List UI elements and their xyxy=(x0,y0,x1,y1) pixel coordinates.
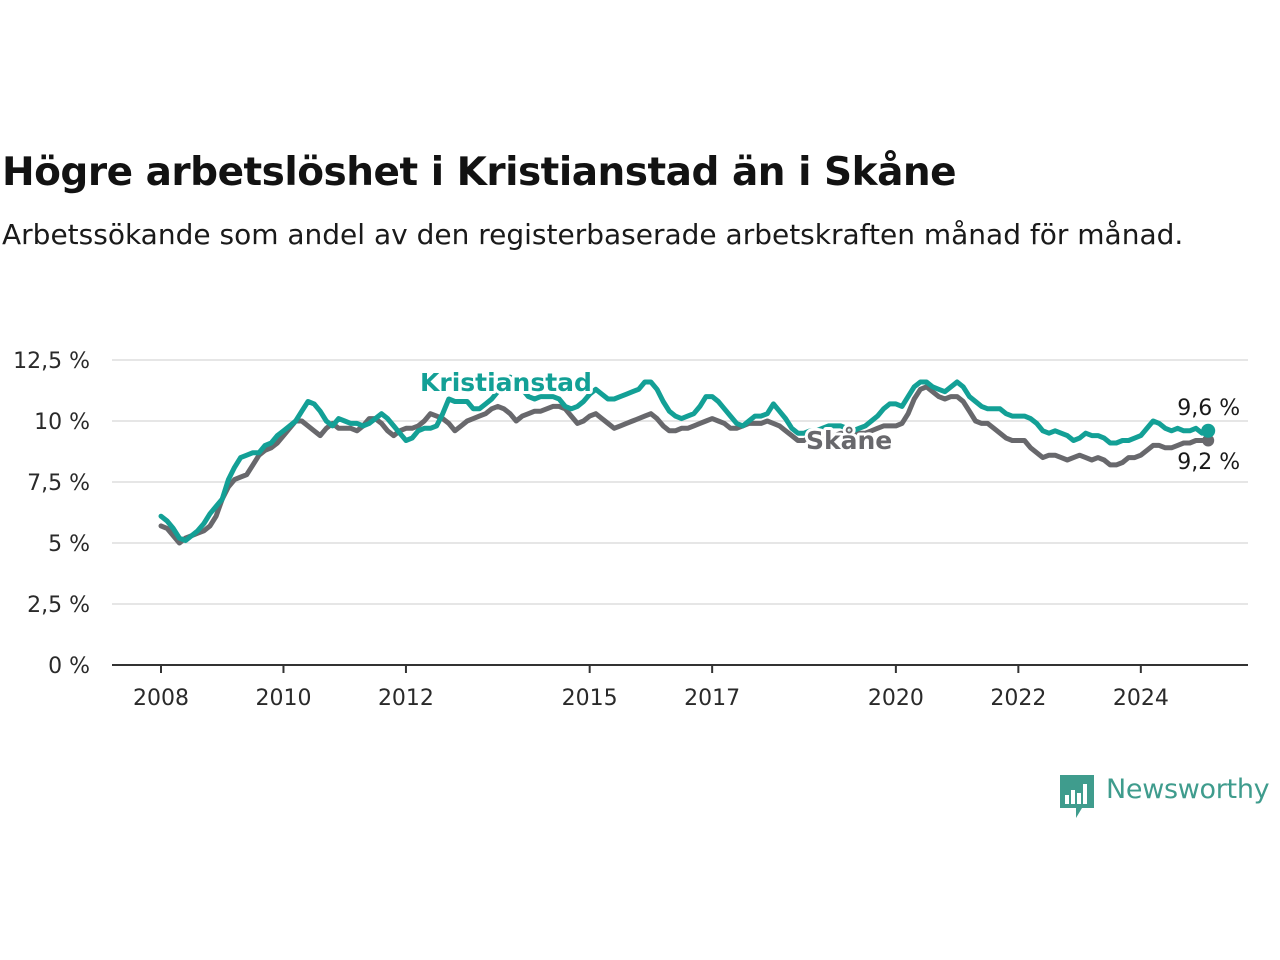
series-label-skane: Skåne xyxy=(806,426,892,455)
series-labels: Kristianstad Skåne 9,6 % 9,2 % xyxy=(417,365,1243,478)
x-tick-label: 2015 xyxy=(562,686,618,711)
y-tick-label: 10 % xyxy=(34,410,90,435)
line-chart: 0 %2,5 %5 %7,5 %10 %12,5 % 2008 2010 2012 2… xyxy=(13,349,1248,711)
y-tick-label: 12,5 % xyxy=(13,349,90,374)
series-line-kristianstad xyxy=(158,374,1211,544)
chart-subtitle: Arbetssökande som andel av den registerb… xyxy=(2,218,1184,251)
series-label-kristianstad: Kristianstad xyxy=(420,368,592,397)
end-marker-skane xyxy=(1202,434,1215,447)
x-tick-label: 2008 xyxy=(133,686,189,711)
y-tick-label: 2,5 % xyxy=(27,593,90,618)
series-lines xyxy=(158,374,1211,546)
y-tick-label: 5 % xyxy=(48,532,90,557)
x-tick-label: 2017 xyxy=(684,686,740,711)
end-label-kristianstad: 9,6 % xyxy=(1177,396,1240,421)
x-axis: 2008 2010 2012 2015 2017 2020 2022 2024 xyxy=(112,664,1248,711)
end-marker-kristianstad xyxy=(1201,423,1216,438)
y-tick-label: 0 % xyxy=(48,654,90,679)
y-tick-label: 7,5 % xyxy=(27,471,90,496)
x-tick-label: 2010 xyxy=(255,686,311,711)
x-tick-label: 2020 xyxy=(868,686,924,711)
end-label-skane: 9,2 % xyxy=(1177,450,1240,475)
gridlines xyxy=(112,359,1248,605)
x-tick-label: 2024 xyxy=(1113,686,1169,711)
newsworthy-chart-bubble-icon xyxy=(1060,775,1094,818)
x-tick-label: 2022 xyxy=(990,686,1046,711)
y-axis-tick-labels: 0 % 2,5 % 5 % 7,5 % 10 % 12,5 % xyxy=(13,349,90,679)
x-tick-label: 2012 xyxy=(378,686,434,711)
logo-text: Newsworthy xyxy=(1106,774,1270,805)
chart-title: Högre arbetslöshet i Kristianstad än i S… xyxy=(2,150,957,195)
